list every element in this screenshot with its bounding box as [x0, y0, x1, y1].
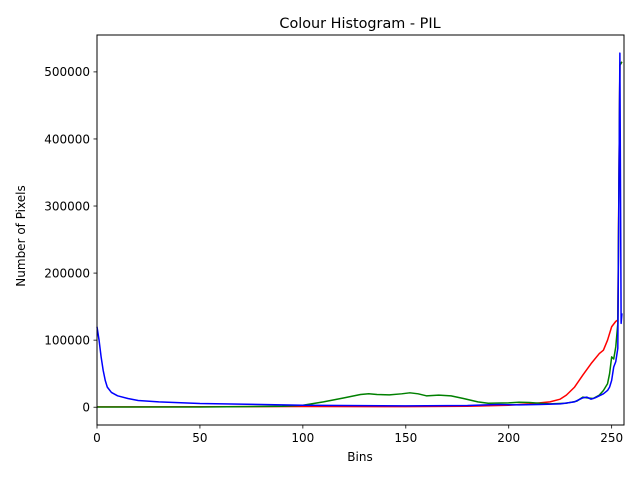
series-line-0	[96, 61, 623, 408]
y-tick-label: 300000	[44, 199, 90, 213]
axis-ticks: 0 50 100 150 200 250 0 100000 200000 300000 400000…	[44, 65, 623, 445]
x-tick-label: 250	[600, 431, 623, 445]
series-line-1	[96, 61, 623, 408]
x-tick-label: 100	[291, 431, 314, 445]
y-axis-label: Number of Pixels	[14, 185, 28, 286]
x-axis-label: Bins	[347, 450, 372, 464]
y-tick-label: 100000	[44, 333, 90, 347]
x-tick-label: 50	[192, 431, 207, 445]
y-tick-label: 200000	[44, 266, 90, 280]
y-tick-label: 0	[82, 401, 90, 415]
y-tick-label: 500000	[44, 65, 90, 79]
x-tick-label: 150	[394, 431, 417, 445]
y-tick-label: 400000	[44, 132, 90, 146]
plot-lines	[96, 52, 623, 408]
series-line-2	[96, 52, 623, 407]
chart-title: Colour Histogram - PIL	[279, 16, 440, 32]
plot-frame	[96, 34, 625, 426]
x-tick-label: 200	[497, 431, 520, 445]
x-tick-label: 0	[93, 431, 101, 445]
